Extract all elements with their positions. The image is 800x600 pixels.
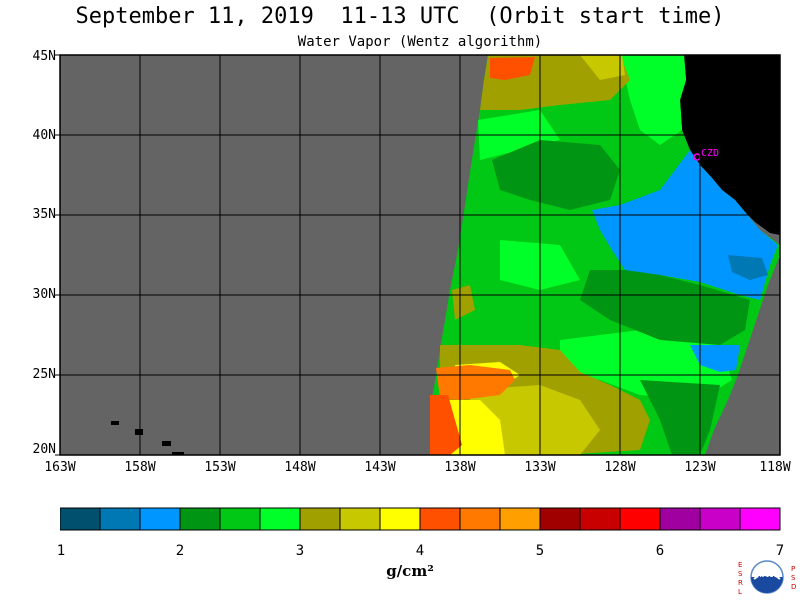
colorbar-swatch	[619, 507, 661, 531]
chart-subtitle: Water Vapor (Wentz algorithm)	[297, 34, 543, 50]
colorbar-swatch	[459, 507, 501, 531]
dark-green-region	[580, 270, 750, 345]
colorbar-swatch	[539, 507, 581, 531]
olive-region	[452, 285, 475, 320]
lon-label: 128W	[604, 460, 636, 475]
colorbar-swatch	[499, 507, 541, 531]
colorbar-label: 5	[535, 543, 545, 559]
blue-region	[690, 345, 740, 372]
lat-label: 40N	[32, 128, 56, 143]
lon-label: 148W	[284, 460, 316, 475]
colorbar-label: 7	[775, 543, 785, 559]
colorbar-swatch	[219, 507, 261, 531]
lat-label: 25N	[32, 367, 56, 382]
map-frame	[59, 54, 781, 456]
hawaii-islands	[111, 421, 184, 455]
lon-label: 153W	[204, 460, 236, 475]
bright-green-region	[620, 55, 686, 145]
orange-red-region	[430, 395, 462, 455]
noaa-logo: E S R L NOAA P S D	[738, 560, 796, 596]
lon-label: 158W	[124, 460, 156, 475]
mid-blue-region	[728, 255, 768, 280]
lat-label: 45N	[32, 49, 56, 64]
lat-label: 20N	[32, 442, 56, 457]
colorbar-swatch	[339, 507, 381, 531]
colorbar-swatch	[259, 507, 301, 531]
colorbar-label: 2	[175, 543, 185, 559]
chart-title: September 11, 2019 11-13 UTC (Orbit star…	[75, 4, 725, 29]
logo-left-letters: R	[738, 579, 743, 587]
lon-label: 143W	[364, 460, 396, 475]
logo-left-letters: S	[738, 570, 743, 578]
colorbar-swatch	[739, 507, 781, 531]
land-area	[680, 55, 780, 235]
orange-red-region	[490, 57, 535, 80]
logo-right-letters: P	[791, 565, 795, 573]
lat-label: 35N	[32, 207, 56, 222]
colorbar-swatch	[179, 507, 221, 531]
colorbar-swatch	[419, 507, 461, 531]
logo-left-letters: E	[738, 561, 742, 569]
colorbar-label: 4	[415, 543, 425, 559]
grid-lines	[60, 55, 780, 455]
dark-green-region	[492, 140, 620, 210]
logo-left-letters: L	[738, 588, 742, 596]
lon-label: 138W	[444, 460, 476, 475]
station-label: CZD	[701, 148, 719, 159]
colorbar-label: 6	[655, 543, 665, 559]
colorbar-swatch	[99, 507, 141, 531]
colorbar-unit: g/cm²	[386, 562, 434, 580]
colorbar-label: 1	[56, 543, 66, 559]
logo-right-letters: D	[791, 583, 796, 591]
colorbar-label: 3	[295, 543, 305, 559]
bright-green-region	[560, 330, 732, 400]
colorbar-swatch	[579, 507, 621, 531]
lon-label: 163W	[44, 460, 76, 475]
colorbar-swatch	[60, 507, 101, 531]
colorbar-swatch	[699, 507, 741, 531]
lon-label: 123W	[684, 460, 716, 475]
colorbar	[60, 507, 781, 531]
lat-label: 30N	[32, 287, 56, 302]
yellow-olive-region	[580, 55, 625, 80]
orange-region	[436, 365, 515, 400]
colorbar-swatch	[139, 507, 181, 531]
colorbar-swatch	[379, 507, 421, 531]
logo-right-letters: S	[791, 574, 796, 582]
colorbar-swatch	[659, 507, 701, 531]
lon-label: 133W	[524, 460, 556, 475]
logo-center-text: NOAA	[758, 576, 776, 582]
colorbar-swatch	[299, 507, 341, 531]
lon-label: 118W	[759, 460, 791, 475]
